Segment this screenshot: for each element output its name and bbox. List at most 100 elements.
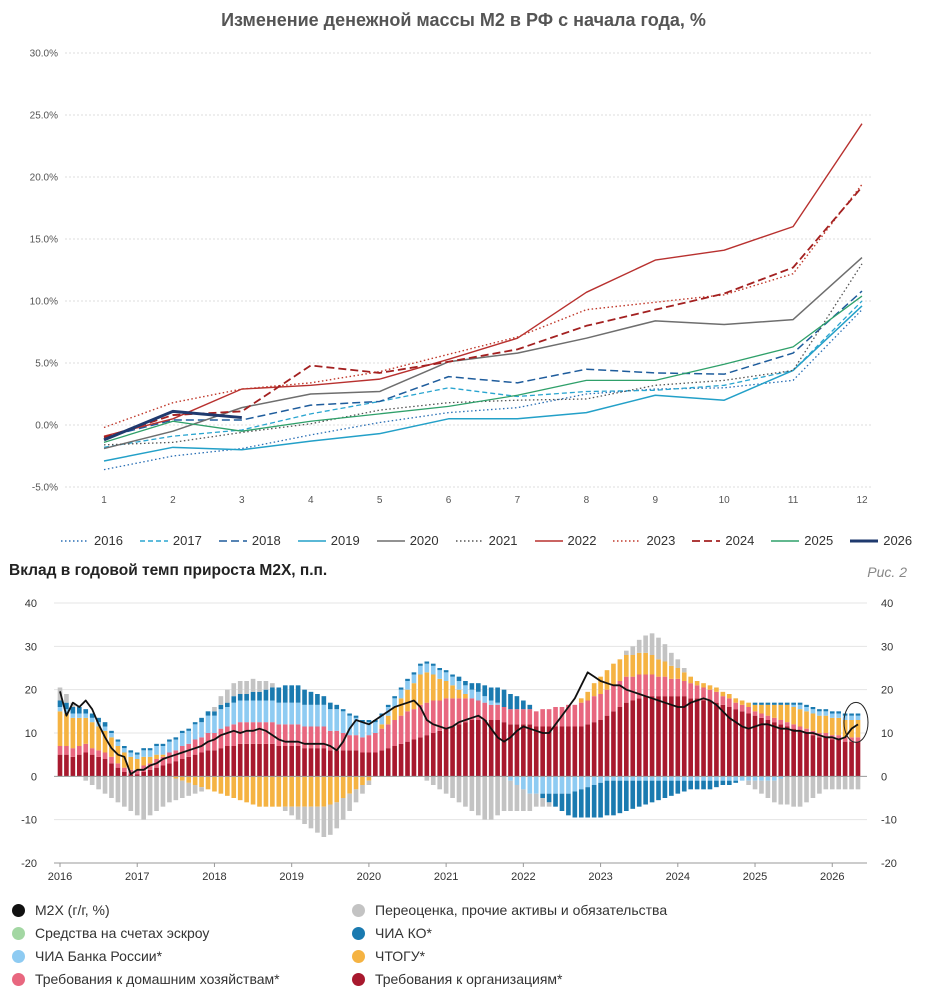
chart2-bar-segment (649, 780, 655, 803)
chart2-bar-segment (167, 741, 172, 753)
chart2-bar-segment (218, 704, 224, 710)
chart1-title: Изменение денежной массы М2 в РФ с начал… (221, 10, 706, 30)
chart2-bar-segment (694, 681, 700, 686)
chart1-legend-label: 2020 (409, 533, 439, 548)
chart2-bar-segment (205, 776, 211, 790)
chart2-bar-segment (308, 748, 314, 777)
chart2-bar-segment (553, 707, 558, 727)
chart2-bar-segment (849, 741, 854, 777)
chart2-bar-segment (842, 776, 848, 790)
chart2-bar-segment (566, 726, 571, 777)
chart2-bar-segment (765, 776, 771, 781)
chart2-bar-segment (463, 681, 468, 686)
chart2-bar-segment (714, 776, 719, 781)
chart2-bar-segment (804, 704, 809, 707)
chart1-legend-item: 2021 (455, 533, 518, 548)
chart2-legend-dot (352, 972, 365, 986)
chart2-bar-segment (315, 704, 320, 727)
chart2-bar-segment (160, 746, 166, 755)
chart2-bar-segment (823, 737, 829, 777)
chart2-bar-segment (327, 750, 333, 777)
chart2-bar-segment (804, 728, 809, 733)
chart2-bar-segment (270, 683, 275, 688)
chart2-bar-segment (334, 730, 340, 751)
chart2-bar-segment (418, 737, 423, 777)
chart2-bar-segment (707, 689, 713, 701)
chart2-bar-segment (366, 720, 372, 723)
chart2-bar-segment (353, 789, 359, 803)
chart1-x-tick-label: 12 (856, 495, 868, 506)
chart2-bar-segment (263, 700, 269, 723)
chart2-bar-segment (250, 700, 256, 723)
chart2-bar-segment (823, 711, 829, 716)
chart2-legend-label: Требования к домашним хозяйствам* (35, 971, 280, 987)
chart1-plot: -5.0%0.0%5.0%10.0%15.0%20.0%25.0%30.0%1 2… (30, 49, 872, 506)
chart1-legend-item: 2024 (691, 533, 754, 548)
chart2-bar-segment (179, 776, 185, 781)
chart2-bar-segment (649, 633, 655, 655)
chart1-series-2021 (103, 263, 863, 446)
chart2-bar-segment (315, 748, 320, 777)
chart2-bar-segment (778, 704, 784, 720)
chart2-bar-segment (270, 743, 275, 777)
chart2-bar-segment (115, 767, 121, 777)
chart2-bar-segment (630, 676, 636, 701)
chart2-bar-segment (321, 806, 327, 837)
chart2-bar-segment (746, 707, 751, 714)
chart2-bar-segment (289, 746, 294, 777)
chart2-bar-segment (76, 713, 82, 718)
chart2-bar-segment (340, 750, 346, 777)
chart2-bar-segment (694, 698, 700, 777)
chart2-bar-segment (759, 704, 764, 714)
chart2-bar-segment (823, 715, 829, 733)
chart2-bar-segment (122, 748, 127, 753)
chart1-legend-label: 2026 (883, 533, 913, 548)
chart2-bar-segment (295, 702, 301, 725)
chart2-bar-segment (733, 776, 739, 781)
chart2-bar-segment (450, 674, 455, 677)
chart2-bar-segment (340, 711, 346, 733)
chart2-bar-segment (585, 776, 591, 788)
chart2-bar-segment (546, 793, 552, 803)
chart2-bar-segment (784, 776, 790, 805)
chart2-bar-segment (83, 709, 89, 714)
chart2-bar-segment (720, 776, 726, 781)
chart2-bar-segment (450, 676, 455, 686)
chart2-bar-segment (57, 754, 63, 777)
chart1-x-tick-label: 1 (101, 495, 107, 506)
chart2-bar-segment (263, 776, 269, 807)
chart2-bar-segment (463, 698, 468, 723)
chart2-bar-segment (302, 806, 307, 824)
chart2-bar-segment (199, 776, 204, 788)
chart2-bar-segment (842, 737, 848, 742)
chart2-bar-segment (675, 696, 681, 777)
chart2-bar-segment (578, 776, 584, 790)
chart2-bar-segment (514, 709, 520, 725)
chart2-bar-segment (83, 713, 89, 718)
chart2-bar-segment (231, 696, 237, 703)
chart2-bar-segment (488, 704, 494, 720)
chart2-bar-segment (237, 743, 243, 777)
chart2-bar-segment (836, 711, 842, 714)
chart2-bar-segment (308, 726, 314, 749)
chart2-bar-segment (70, 713, 76, 718)
chart2-bar-segment (128, 776, 134, 811)
chart2-bar-segment (475, 776, 481, 816)
chart1-legend-item: 2020 (376, 533, 439, 548)
chart2-bar-segment (450, 685, 455, 699)
chart2-bar-segment (134, 754, 140, 759)
chart2-bar-segment (302, 748, 307, 777)
chart2-bar-segment (398, 687, 404, 690)
chart2-bar-segment (128, 756, 134, 770)
chart2-bar-segment (669, 665, 674, 679)
chart2-bar-segment (289, 806, 294, 816)
chart2-bar-segment (270, 687, 275, 701)
chart2-bar-segment (295, 746, 301, 777)
chart2-bar-segment (70, 702, 76, 707)
chart2-bar-segment (128, 752, 134, 757)
chart2-bar-segment (398, 743, 404, 777)
chart2-bar-segment (199, 787, 204, 792)
chart2-x-tick-label: 2016 (48, 871, 72, 883)
chart2-bar-segment (231, 776, 237, 798)
